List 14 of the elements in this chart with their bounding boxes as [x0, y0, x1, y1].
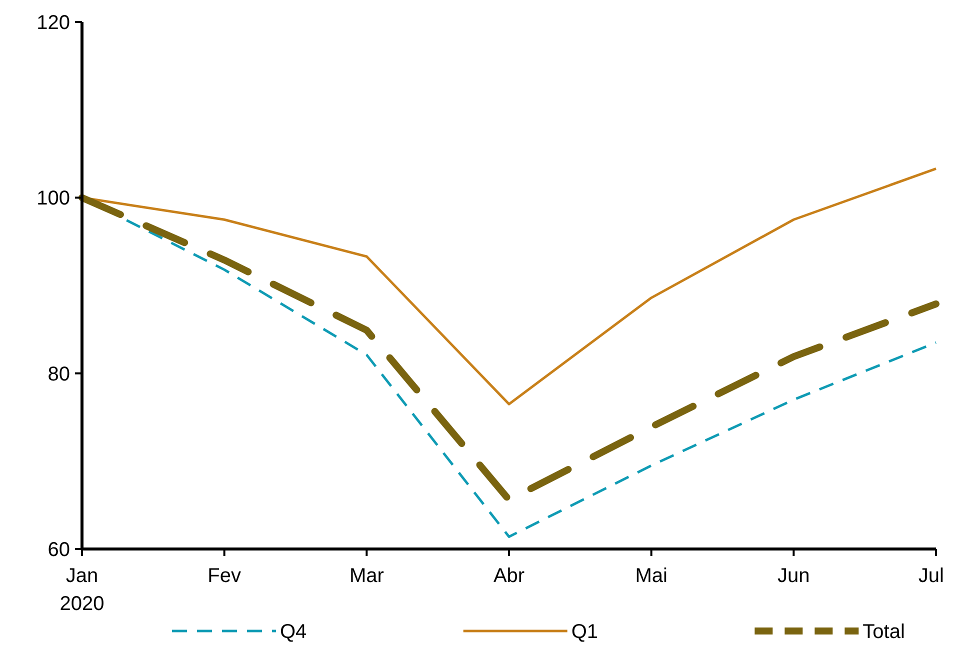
y-tick-label: 60 [48, 539, 70, 561]
x-tick-label: Mar [349, 565, 384, 587]
y-tick-label: 120 [36, 12, 70, 34]
legend-label: Total [862, 621, 905, 643]
y-tick-label: 100 [36, 188, 70, 210]
y-tick-label: 80 [48, 363, 70, 386]
legend-label: Q1 [571, 621, 598, 643]
x-tick-label: Abr [493, 565, 525, 587]
x-tick-label: Jan 2020 [60, 565, 104, 615]
x-tick-label: Jul [918, 565, 944, 587]
x-tick-label: Fev [208, 565, 242, 587]
x-tick-label: Jun [778, 565, 810, 587]
x-tick-label: Mai [635, 565, 668, 587]
legend-label: Q4 [280, 621, 307, 643]
